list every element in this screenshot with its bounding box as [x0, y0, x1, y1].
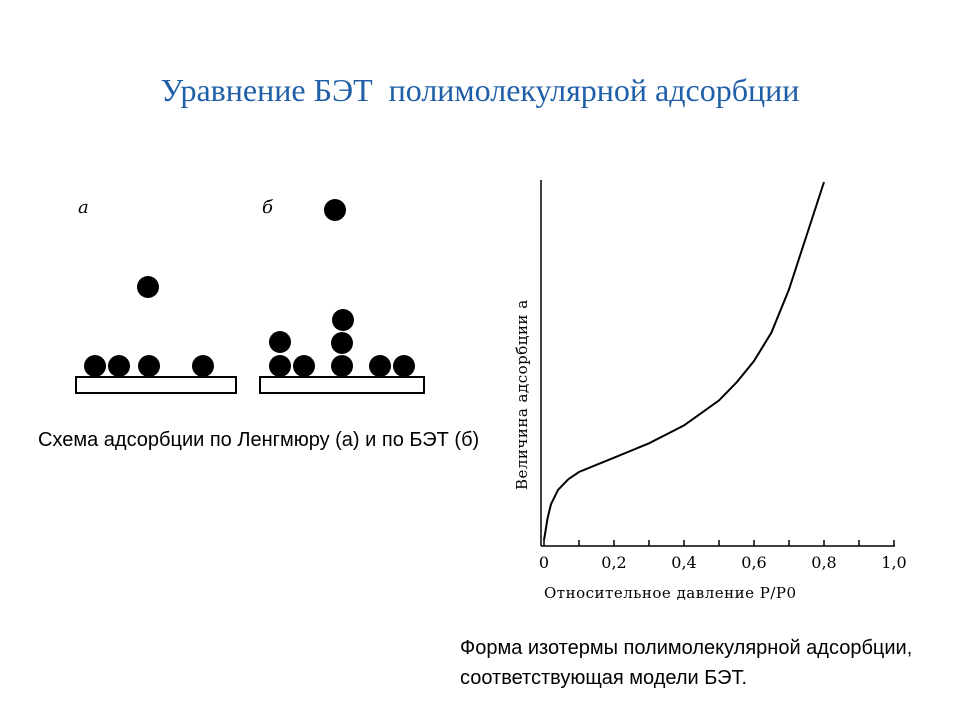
surface-b: [259, 376, 425, 394]
molecule: [138, 355, 160, 377]
x-ticks: [543, 540, 895, 546]
adsorption-scheme: а б: [75, 197, 425, 394]
x-tick-labels: 0 0,2 0,4 0,6 0,8 1,0: [539, 553, 907, 572]
molecule: [293, 355, 315, 377]
scheme-label-a: а: [78, 197, 89, 218]
molecule: [393, 355, 415, 377]
x-tick-label: 0: [539, 553, 549, 572]
x-tick-label: 0,6: [741, 553, 766, 572]
isotherm-curve: [543, 181, 825, 541]
molecule: [269, 355, 291, 377]
slide-title: Уравнение БЭТ полимолекулярной адсорбции: [160, 72, 800, 108]
molecule: [324, 199, 346, 221]
scheme-label-b: б: [262, 197, 274, 218]
x-tick-label: 0,4: [671, 553, 696, 572]
x-axis-label: Относительное давление P/P0: [544, 584, 797, 602]
molecule: [192, 355, 214, 377]
molecules-a: [84, 276, 214, 377]
x-tick-label: 0,2: [601, 553, 626, 572]
molecule: [332, 309, 354, 331]
molecule: [369, 355, 391, 377]
molecules-b: [269, 199, 415, 377]
isotherm-chart: 0 0,2 0,4 0,6 0,8 1,0 Величина адсорбции a От…: [513, 180, 907, 602]
molecule: [137, 276, 159, 298]
x-tick-label: 0,8: [811, 553, 836, 572]
y-axis-label: Величина адсорбции a: [513, 299, 531, 490]
caption-isotherm: Форма изотермы полимолекулярной адсорбци…: [460, 637, 913, 689]
caption-scheme: Схема адсорбции по Ленгмюру (а) и по БЭТ…: [38, 429, 480, 451]
molecule: [331, 332, 353, 354]
molecule: [269, 331, 291, 353]
molecule: [331, 355, 353, 377]
molecule: [108, 355, 130, 377]
x-tick-label: 1,0: [881, 553, 906, 572]
molecule: [84, 355, 106, 377]
surface-a: [75, 376, 237, 394]
